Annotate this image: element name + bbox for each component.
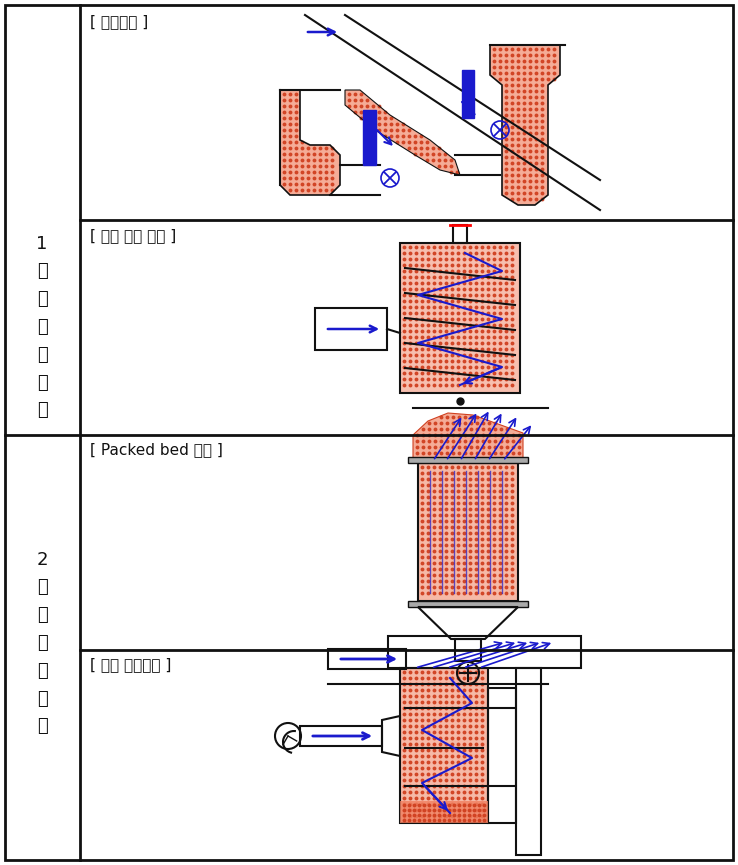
Text: [ 하향 베플 방식 ]: [ 하향 베플 방식 ]	[90, 228, 176, 243]
Bar	[400, 243, 520, 393]
Bar	[300, 726, 382, 746]
Bar	[462, 70, 474, 118]
Polygon shape	[490, 45, 560, 205]
Bar	[516, 668, 541, 855]
Text: [ 상향 베플방식 ]: [ 상향 베플방식 ]	[90, 657, 171, 672]
Text: 1
차
열
회
수
장
치: 1 차 열 회 수 장 치	[36, 234, 48, 420]
Bar	[408, 457, 528, 463]
Bar	[388, 636, 581, 668]
Text: 2
차
열
회
수
장
치: 2 차 열 회 수 장 치	[36, 551, 48, 735]
Bar	[400, 668, 488, 823]
Bar	[328, 649, 406, 669]
Bar	[400, 801, 488, 823]
Bar	[418, 463, 518, 601]
Bar	[400, 243, 520, 393]
Text: [ 첸널방식 ]: [ 첸널방식 ]	[90, 14, 148, 29]
Bar	[363, 110, 376, 165]
Bar	[455, 639, 481, 661]
Bar	[418, 463, 518, 601]
Bar	[488, 688, 516, 823]
Bar	[315, 308, 387, 350]
Polygon shape	[345, 90, 460, 175]
Text: [ Packed bed 방식 ]: [ Packed bed 방식 ]	[90, 442, 223, 457]
Bar	[408, 601, 528, 607]
Bar	[453, 225, 467, 243]
Bar	[400, 668, 488, 823]
Polygon shape	[413, 413, 523, 463]
Polygon shape	[280, 90, 340, 195]
